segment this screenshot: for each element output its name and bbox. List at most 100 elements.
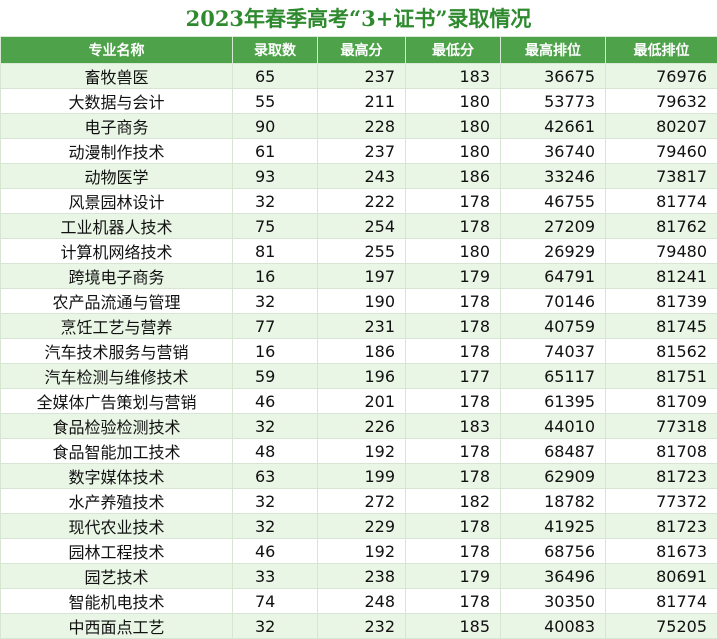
- table-cell: 65: [233, 64, 318, 89]
- table-cell: 36675: [501, 64, 606, 89]
- table-cell: 226: [318, 414, 406, 439]
- table-cell: 178: [406, 339, 501, 364]
- table-cell: 智能机电技术: [1, 589, 233, 614]
- table-cell: 178: [406, 289, 501, 314]
- table-cell: 222: [318, 189, 406, 214]
- table-cell: 水产养殖技术: [1, 489, 233, 514]
- table-cell: 80691: [606, 564, 717, 589]
- table-cell: 42661: [501, 114, 606, 139]
- table-cell: 电子商务: [1, 114, 233, 139]
- table-cell: 180: [406, 239, 501, 264]
- column-header: 最低分: [406, 37, 501, 64]
- table-cell: 70146: [501, 289, 606, 314]
- table-cell: 80207: [606, 114, 717, 139]
- table-cell: 26929: [501, 239, 606, 264]
- table-cell: 211: [318, 89, 406, 114]
- title: 2023年春季高考“3+证书”录取情况: [0, 0, 717, 36]
- table-cell: 178: [406, 314, 501, 339]
- table-cell: 动物医学: [1, 164, 233, 189]
- table-cell: 178: [406, 464, 501, 489]
- table-cell: 33: [233, 564, 318, 589]
- table-cell: 68756: [501, 539, 606, 564]
- table-cell: 79632: [606, 89, 717, 114]
- table-cell: 跨境电子商务: [1, 264, 233, 289]
- table-cell: 90: [233, 114, 318, 139]
- table-cell: 36740: [501, 139, 606, 164]
- table-cell: 180: [406, 139, 501, 164]
- table-cell: 81241: [606, 264, 717, 289]
- table-cell: 237: [318, 139, 406, 164]
- table-cell: 178: [406, 589, 501, 614]
- table-cell: 199: [318, 464, 406, 489]
- table-cell: 179: [406, 264, 501, 289]
- table-cell: 全媒体广告策划与营销: [1, 389, 233, 414]
- table-cell: 179: [406, 564, 501, 589]
- table-cell: 食品检验检测技术: [1, 414, 233, 439]
- table-cell: 81708: [606, 439, 717, 464]
- table-cell: 74037: [501, 339, 606, 364]
- table-cell: 计算机网络技术: [1, 239, 233, 264]
- table-cell: 园艺技术: [1, 564, 233, 589]
- table-cell: 183: [406, 414, 501, 439]
- table-cell: 53773: [501, 89, 606, 114]
- table-cell: 46: [233, 539, 318, 564]
- table-cell: 81723: [606, 514, 717, 539]
- table-cell: 192: [318, 439, 406, 464]
- table-cell: 32: [233, 189, 318, 214]
- table-cell: 汽车检测与维修技术: [1, 364, 233, 389]
- table-cell: 81709: [606, 389, 717, 414]
- table-cell: 81739: [606, 289, 717, 314]
- table-cell: 79480: [606, 239, 717, 264]
- table-cell: 40759: [501, 314, 606, 339]
- table-cell: 74: [233, 589, 318, 614]
- header-row: 专业名称录取数最高分最低分最高排位最低排位: [1, 37, 717, 64]
- table-cell: 81774: [606, 589, 717, 614]
- table-cell: 27209: [501, 214, 606, 239]
- table-cell: 201: [318, 389, 406, 414]
- table-cell: 77372: [606, 489, 717, 514]
- table-cell: 畜牧兽医: [1, 64, 233, 89]
- table-cell: 180: [406, 114, 501, 139]
- table-cell: 231: [318, 314, 406, 339]
- column-header: 录取数: [233, 37, 318, 64]
- table-cell: 32: [233, 614, 318, 639]
- table-cell: 汽车技术服务与营销: [1, 339, 233, 364]
- table-cell: 风景园林设计: [1, 189, 233, 214]
- table-cell: 农产品流通与管理: [1, 289, 233, 314]
- table-cell: 238: [318, 564, 406, 589]
- table-cell: 33246: [501, 164, 606, 189]
- table-cell: 44010: [501, 414, 606, 439]
- table-cell: 46: [233, 389, 318, 414]
- table-cell: 178: [406, 389, 501, 414]
- table-cell: 77: [233, 314, 318, 339]
- table-cell: 16: [233, 264, 318, 289]
- table-cell: 32: [233, 414, 318, 439]
- table-cell: 65117: [501, 364, 606, 389]
- column-header: 最高排位: [501, 37, 606, 64]
- table-cell: 46755: [501, 189, 606, 214]
- table-cell: 178: [406, 439, 501, 464]
- table-cell: 动漫制作技术: [1, 139, 233, 164]
- table-cell: 工业机器人技术: [1, 214, 233, 239]
- table-cell: 32: [233, 489, 318, 514]
- table-cell: 272: [318, 489, 406, 514]
- table-cell: 76976: [606, 64, 717, 89]
- table-cell: 178: [406, 514, 501, 539]
- table-cell: 229: [318, 514, 406, 539]
- table-cell: 55: [233, 89, 318, 114]
